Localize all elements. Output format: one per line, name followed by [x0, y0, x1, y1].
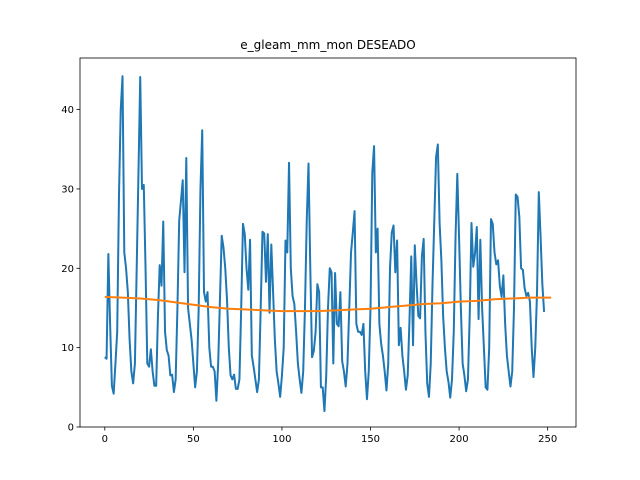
- chart-title: e_gleam_mm_mon DESEADO: [240, 38, 416, 52]
- x-tick-label: 0: [102, 434, 108, 445]
- x-tick-label: 250: [538, 434, 557, 445]
- x-tick-label: 150: [361, 434, 380, 445]
- series-line-2: [104, 295, 552, 313]
- series-layer: [104, 75, 552, 413]
- y-tick-label: 20: [61, 264, 74, 275]
- series-line-1: [104, 75, 546, 413]
- y-tick-label: 10: [61, 343, 74, 354]
- axes-layer: 0 50 100 150 200 250 0 10 20 30 40: [61, 57, 577, 445]
- plot-frame: [79, 57, 577, 428]
- x-tick-label: 50: [187, 434, 200, 445]
- y-tick-label: 0: [68, 423, 74, 434]
- x-tick-label: 200: [450, 434, 469, 445]
- x-tick-label: 100: [272, 434, 291, 445]
- y-tick-label: 40: [61, 105, 74, 116]
- y-tick-label: 30: [61, 184, 74, 195]
